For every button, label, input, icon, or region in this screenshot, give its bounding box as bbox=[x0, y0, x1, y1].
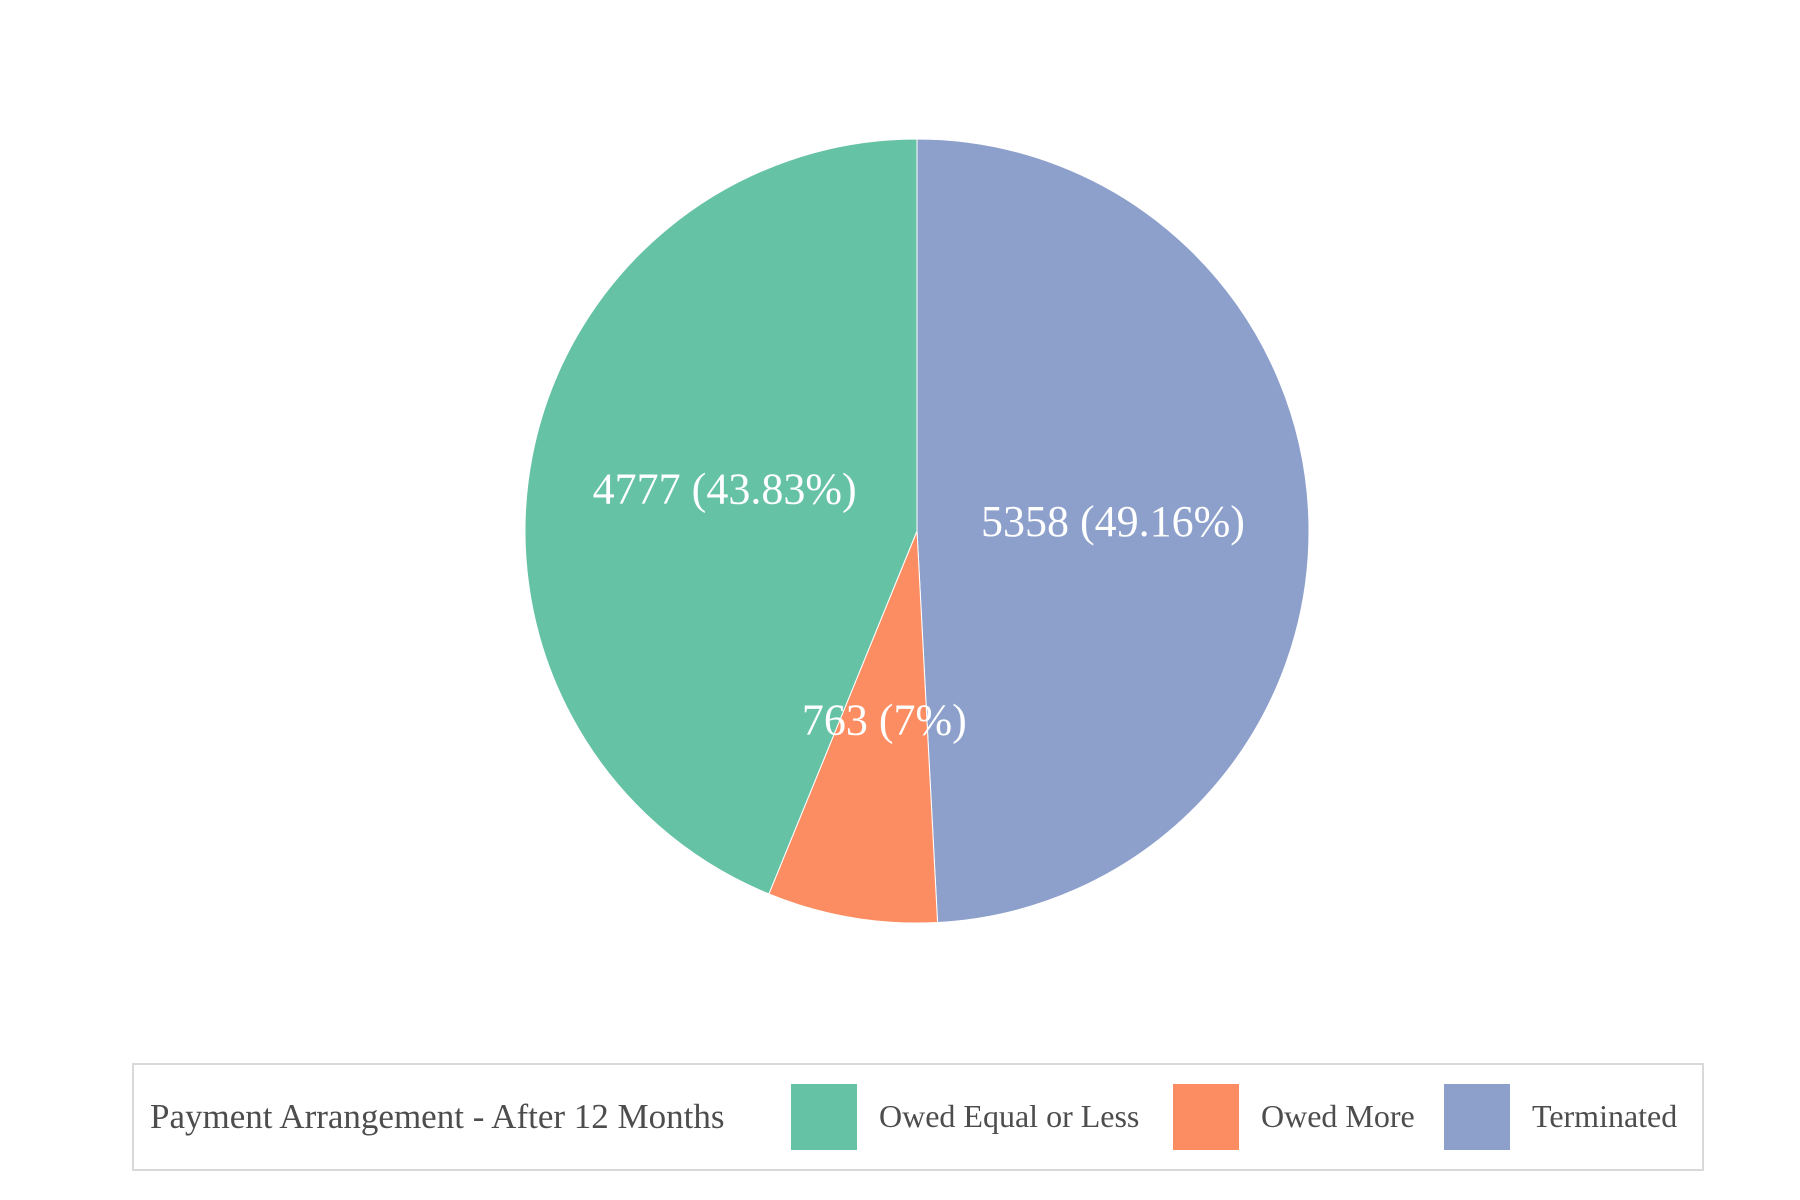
pie-slice-terminated bbox=[916, 138, 1310, 923]
legend-label-owed-more: Owed More bbox=[1261, 1098, 1415, 1134]
legend: Payment Arrangement - After 12 Months Ow… bbox=[132, 1063, 1704, 1171]
slice-label-owed-more: 763 (7%) bbox=[802, 695, 967, 744]
legend-frame bbox=[132, 1063, 1704, 1171]
slice-label-owed-equal-or-less: 4777 (43.83%) bbox=[593, 464, 857, 513]
slice-label-terminated: 5358 (49.16%) bbox=[981, 497, 1245, 546]
legend-swatch-owed-more bbox=[1173, 1084, 1239, 1150]
legend-label-terminated: Terminated bbox=[1532, 1098, 1677, 1134]
pie-slice-labels: 5358 (49.16%) 763 (7%) 4777 (43.83%) bbox=[593, 464, 1245, 744]
pie-slice-owed-more bbox=[768, 530, 939, 924]
pie-slice-owed-equal-or-less bbox=[524, 138, 918, 895]
legend-swatch-terminated bbox=[1444, 1084, 1510, 1150]
pie-slices bbox=[524, 138, 1310, 924]
legend-label-owed-equal-or-less: Owed Equal or Less bbox=[879, 1098, 1139, 1134]
legend-title: Payment Arrangement - After 12 Months bbox=[150, 1097, 724, 1136]
legend-swatch-owed-equal-or-less bbox=[791, 1084, 857, 1150]
